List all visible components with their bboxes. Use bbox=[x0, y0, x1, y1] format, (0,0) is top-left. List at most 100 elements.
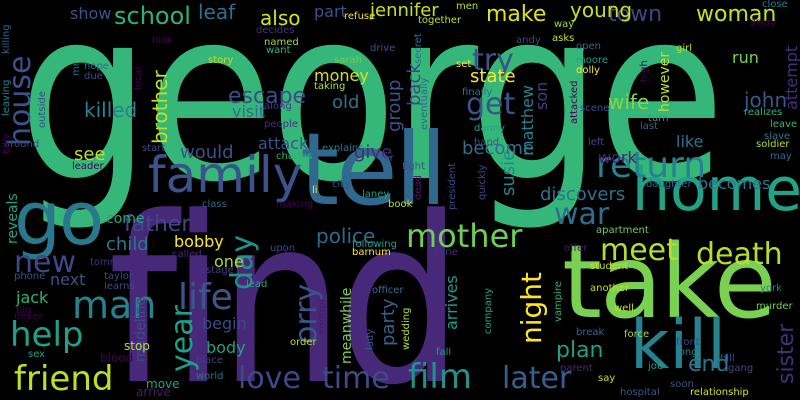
word-learns: learns bbox=[104, 281, 135, 292]
word-company: company bbox=[483, 287, 494, 334]
word-make: make bbox=[486, 2, 547, 27]
word-well: well bbox=[614, 303, 634, 314]
word-george: george bbox=[18, 0, 726, 235]
word-take: take bbox=[562, 223, 777, 342]
word-say: say bbox=[598, 373, 616, 384]
word-state: state bbox=[470, 66, 516, 87]
word-order: order bbox=[290, 337, 317, 348]
word-away: away bbox=[750, 17, 777, 28]
word-however: however bbox=[657, 51, 673, 112]
word-return: return bbox=[596, 145, 707, 186]
word-last: last bbox=[640, 121, 659, 132]
word-like: like bbox=[676, 132, 704, 151]
word-bill: bill bbox=[720, 353, 735, 364]
word-together: together bbox=[418, 15, 462, 26]
word-discovers: discovers bbox=[540, 184, 626, 205]
word-explains: explains bbox=[322, 143, 364, 154]
word-following: following bbox=[352, 239, 397, 250]
word-decides: decides bbox=[256, 25, 295, 36]
word-refuse: refuse bbox=[344, 11, 376, 22]
word-due: due bbox=[84, 71, 103, 82]
word-offer: offer bbox=[564, 243, 588, 254]
word-killing: killing bbox=[1, 24, 12, 54]
word-wife: wife bbox=[608, 90, 650, 114]
word-gang: gang bbox=[728, 363, 754, 374]
word-party: party bbox=[378, 298, 399, 346]
word-story: story bbox=[208, 55, 234, 66]
word-close: close bbox=[762, 0, 788, 10]
word-may: may bbox=[770, 151, 792, 162]
word-mother: mother bbox=[406, 217, 523, 255]
word-reveals: reveals bbox=[5, 193, 21, 244]
word-never: never bbox=[14, 311, 43, 322]
word-leave: leave bbox=[770, 119, 798, 130]
word-dead: dead bbox=[413, 175, 424, 200]
word-york: york bbox=[760, 283, 782, 294]
word-group: group bbox=[384, 79, 405, 132]
word-hope: hope bbox=[84, 61, 109, 72]
word-drive: drive bbox=[370, 43, 396, 54]
word-diane: diane bbox=[430, 247, 458, 258]
word-turn: turn bbox=[648, 113, 669, 124]
word-next: next bbox=[50, 270, 86, 289]
word-become: become bbox=[462, 138, 535, 159]
word-secret: secret bbox=[413, 33, 424, 64]
word-lady: lady bbox=[365, 328, 376, 350]
word-car: car bbox=[378, 153, 394, 164]
word-control: control bbox=[317, 299, 328, 334]
word-blood: blood bbox=[100, 351, 134, 365]
word-li: li bbox=[312, 185, 318, 196]
word-killed: killed bbox=[84, 98, 138, 122]
word-arrive: arrive bbox=[136, 385, 171, 399]
word-city: city bbox=[332, 179, 351, 190]
word-daughter: daughter bbox=[646, 179, 692, 190]
word-school: school bbox=[114, 2, 191, 30]
word-later: later bbox=[502, 361, 572, 396]
word-president: president bbox=[447, 162, 458, 210]
word-leaf: leaf bbox=[198, 0, 236, 24]
word-one: one bbox=[214, 252, 244, 271]
word-outside: outside bbox=[37, 91, 48, 128]
word-upon: upon bbox=[270, 243, 296, 254]
word-way: way bbox=[554, 19, 575, 30]
word-slave: slave bbox=[764, 131, 791, 142]
word-look: look bbox=[152, 35, 173, 46]
word-another: another bbox=[590, 283, 630, 294]
word-arrives: arrives bbox=[442, 275, 461, 330]
word-start: start bbox=[142, 143, 166, 154]
word-new: new bbox=[14, 245, 77, 280]
word-men: men bbox=[456, 1, 479, 12]
word-kill: kill bbox=[630, 306, 727, 385]
word-around: around bbox=[4, 139, 40, 150]
word-danny: danny bbox=[474, 123, 506, 134]
word-barnum: barnum bbox=[352, 247, 391, 258]
word-father: father bbox=[124, 212, 191, 237]
word-called: called bbox=[172, 249, 202, 260]
word-left: left bbox=[588, 137, 605, 148]
word-young: young bbox=[570, 0, 633, 22]
word-find: find bbox=[108, 169, 463, 400]
word-jack: jack bbox=[16, 288, 49, 307]
word-girl: girl bbox=[676, 43, 693, 54]
word-show: show bbox=[70, 4, 112, 23]
word-escape: escape bbox=[228, 84, 307, 109]
word-family: family bbox=[148, 146, 303, 204]
word-murder: murder bbox=[756, 301, 793, 312]
word-place: place bbox=[196, 355, 223, 366]
word-world: world bbox=[196, 371, 224, 382]
word-lead: lead bbox=[246, 279, 268, 290]
word-child: child bbox=[106, 234, 149, 255]
word-begin: begin bbox=[202, 314, 247, 333]
word-dolly: dolly bbox=[576, 65, 600, 76]
word-moore: moore bbox=[576, 55, 609, 66]
word-local: local bbox=[133, 66, 144, 90]
word-named: named bbox=[264, 37, 299, 48]
word-help: help bbox=[10, 315, 84, 355]
word-wedding: wedding bbox=[401, 307, 412, 351]
word-open: open bbox=[576, 41, 601, 52]
word-apartment: apartment bbox=[596, 225, 649, 236]
word-realizes: realizes bbox=[744, 107, 783, 118]
word-get: get bbox=[466, 87, 516, 122]
word-vampire: vampire bbox=[553, 281, 564, 322]
